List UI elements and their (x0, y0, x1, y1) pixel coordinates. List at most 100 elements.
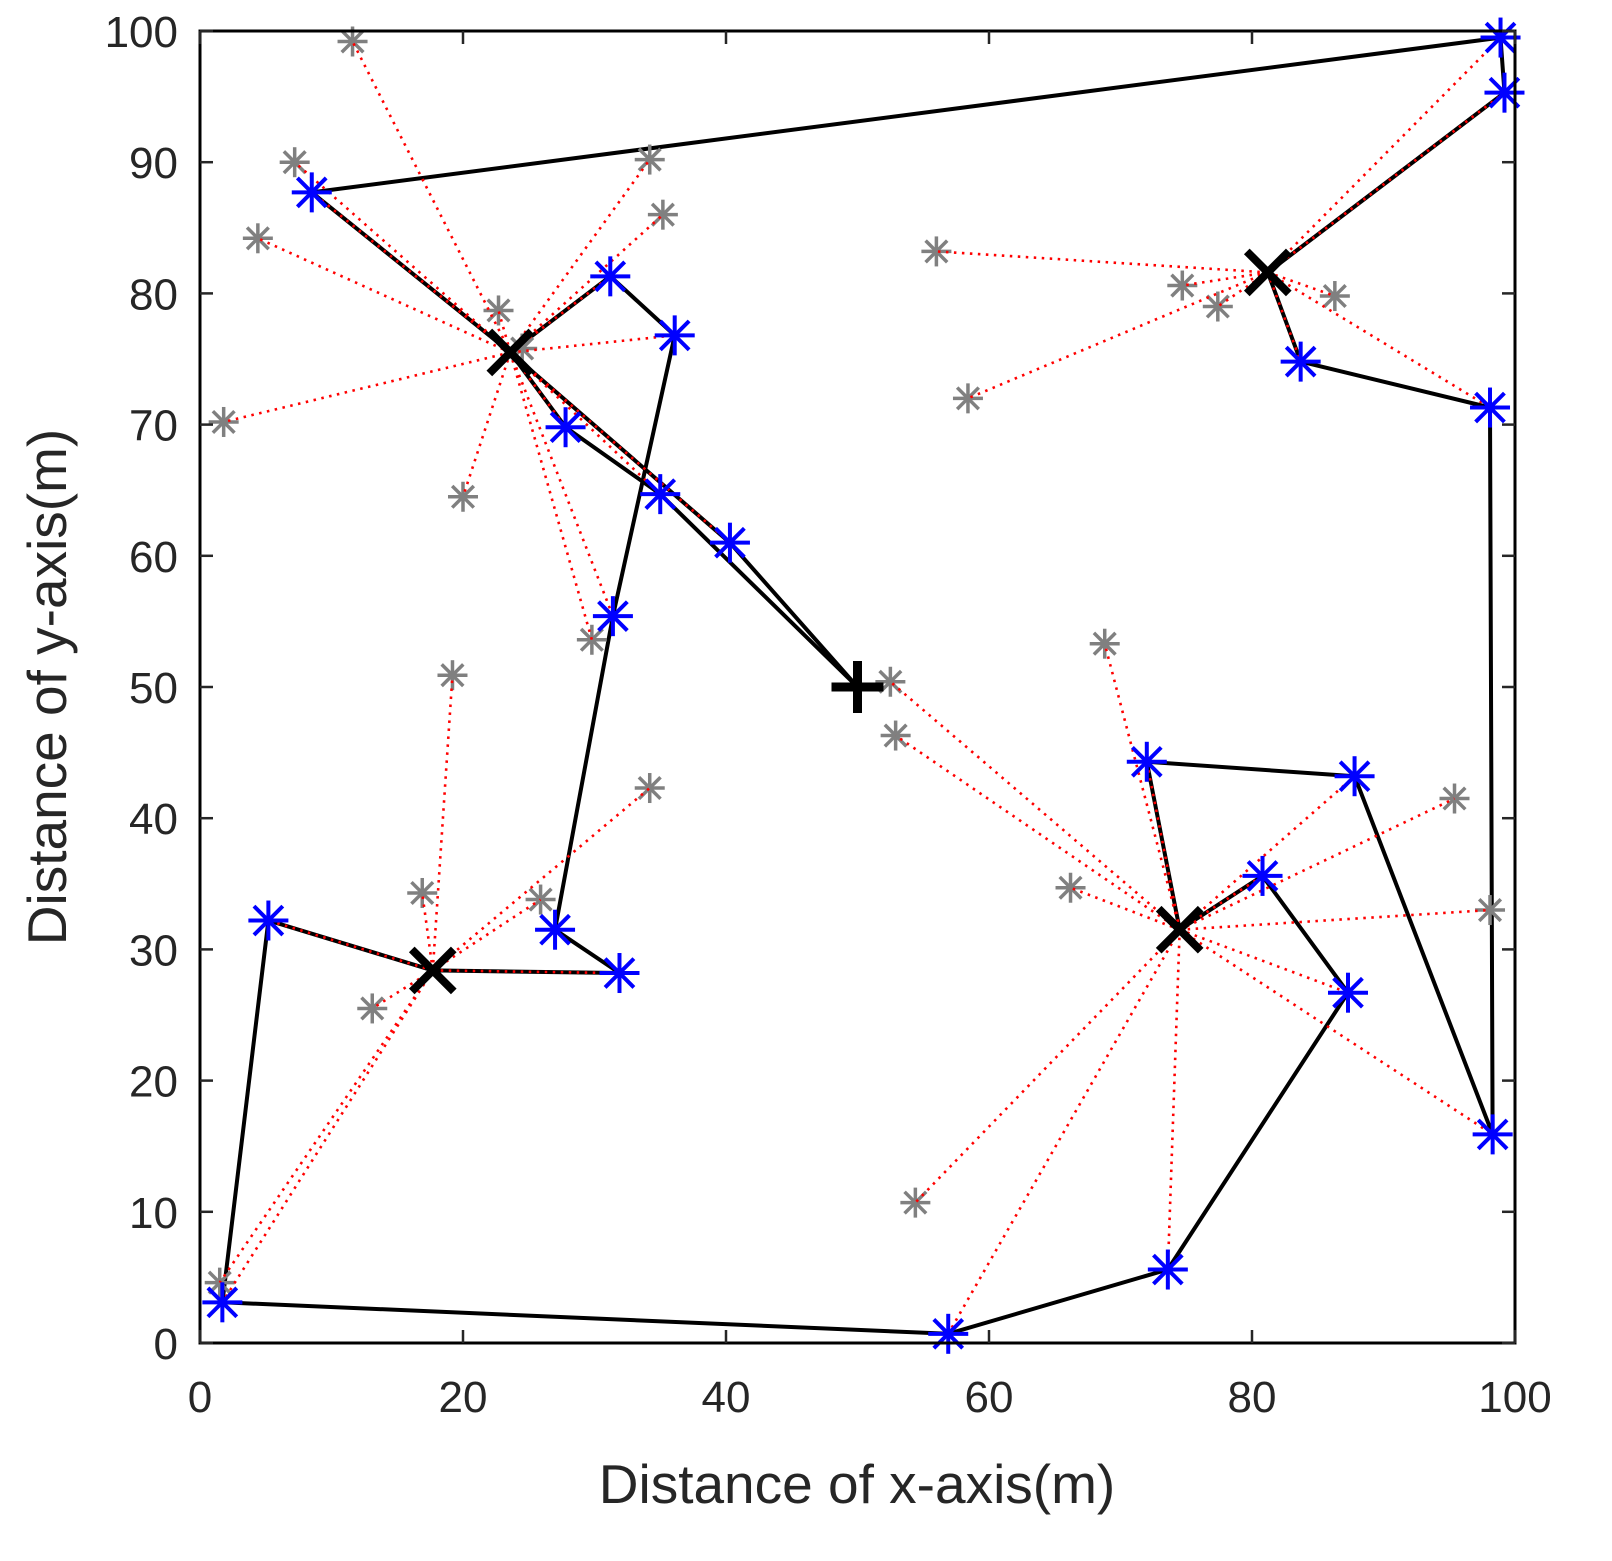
cluster-link-line (1267, 271, 1491, 409)
normal-node-marker (1319, 281, 1350, 312)
cluster-heads-layer (408, 248, 1292, 995)
cluster-link-line (1179, 797, 1456, 931)
normal-node-marker (952, 383, 983, 414)
normal-node-marker (337, 26, 368, 57)
cluster-link-line (1166, 929, 1181, 1270)
relay-node-marker-stroke (206, 1286, 239, 1319)
relay-node-marker (1242, 855, 1283, 896)
normal-node-marker (1475, 895, 1506, 926)
relay-node-marker-stroke (1284, 345, 1317, 378)
normal-node-marker (1167, 270, 1198, 301)
relay-node-marker-stroke (1332, 976, 1364, 1009)
relay-node-marker (545, 407, 586, 448)
cluster-link-line (431, 675, 454, 971)
relay-node-marker-stroke (1130, 745, 1163, 778)
relay-node-marker (654, 315, 695, 356)
relay-node-marker-stroke (1152, 1253, 1184, 1286)
relay-node-marker (1327, 972, 1368, 1013)
cluster-link-line (420, 892, 435, 971)
relay-node-marker (202, 1282, 243, 1323)
normal-node-marker-stroke (410, 880, 435, 906)
cluster-link-line (509, 275, 612, 354)
y-tick-label: 90 (129, 139, 178, 188)
cluster-head-stroke (1243, 248, 1292, 297)
normal-node-marker-stroke (579, 627, 604, 652)
cluster-head-stroke (486, 328, 535, 377)
normal-node-marker-stroke (211, 409, 236, 435)
cluster-head-marker (1155, 905, 1204, 954)
relay-node-marker-stroke (252, 904, 285, 937)
y-tick-label: 50 (129, 664, 178, 713)
y-tick-label: 100 (105, 8, 178, 57)
cluster-link-line (461, 352, 512, 498)
normal-node-marker-stroke (1322, 283, 1347, 309)
relay-node-marker (1334, 756, 1375, 797)
relay-node-marker-stroke (597, 600, 629, 632)
relay-node-marker (1147, 1249, 1188, 1290)
sink-marker (831, 661, 884, 713)
normal-node-marker-stroke (1170, 273, 1195, 298)
normal-node-marker (357, 993, 388, 1024)
relay-node-marker-stroke (644, 478, 677, 510)
normal-node-marker-stroke (650, 202, 675, 227)
x-tick-label: 80 (1228, 1373, 1277, 1422)
cluster-head-marker (408, 946, 457, 995)
relay-node-marker-stroke (658, 319, 691, 352)
cluster-link-line (947, 929, 1181, 1335)
relay-node-marker-stroke (1474, 391, 1506, 424)
normal-node-marker-stroke (1205, 294, 1230, 319)
normal-node-marker-stroke (955, 386, 980, 411)
cluster-head-stroke (408, 946, 457, 995)
cluster-link-line (509, 213, 664, 354)
cluster-head-marker (1243, 248, 1292, 297)
relay-node-marker-stroke (1484, 21, 1517, 54)
relay-node-marker-stroke (539, 913, 571, 946)
normal-node-marker-stroke (340, 29, 365, 54)
cluster-link-line (1103, 643, 1181, 931)
relay-node-marker-stroke (714, 526, 746, 559)
normal-node-marker-stroke (450, 484, 476, 509)
relay-node-marker (248, 900, 289, 941)
cluster-link-line (509, 352, 594, 641)
normal-node-marker-stroke (1477, 898, 1503, 923)
normal-node-marker-stroke (440, 663, 465, 688)
normal-node-marker (483, 295, 514, 326)
relay-node-marker (1484, 72, 1525, 113)
relay-node-marker (599, 953, 640, 994)
relay-node-marker (590, 256, 631, 297)
normal-node-marker-stroke (245, 226, 270, 251)
normal-node-marker-stroke (637, 147, 662, 172)
relay-node-marker (592, 596, 633, 637)
normal-node-marker (647, 199, 678, 230)
relay-node-marker (640, 474, 681, 515)
normal-node-marker (437, 660, 468, 691)
normal-node-marker-stroke (282, 150, 307, 175)
cluster-link-line (509, 351, 662, 496)
cluster-link-line (1070, 886, 1181, 931)
relay-node-marker-stroke (295, 176, 328, 209)
sink-layer (831, 661, 884, 713)
cluster-link-line (432, 898, 542, 972)
y-axis-title: Distance of y-axis(m) (16, 429, 78, 945)
x-tick-label: 20 (439, 1373, 488, 1422)
cluster-link-line (894, 734, 1181, 931)
cluster-link-line (221, 969, 434, 1304)
relay-node-marker-stroke (549, 411, 582, 444)
normal-node-marker-stroke (924, 239, 949, 264)
y-tick-label: 30 (129, 926, 178, 975)
normal-node-marker (208, 406, 239, 437)
axes-layer: 0 20 40 60 80 100 0 10 20 30 40 50 60 70 80 90 100 (105, 8, 1552, 1422)
normal-node-marker-stroke (360, 996, 385, 1021)
cluster-head-stroke (1155, 905, 1204, 954)
normal-node-marker-stroke (1092, 631, 1117, 656)
cluster-link-line (1179, 928, 1349, 994)
relay-node-marker-stroke (1246, 860, 1279, 892)
relay-node-marker (1280, 341, 1321, 382)
normal-node-marker (407, 877, 438, 908)
normal-node-marker (448, 481, 478, 512)
relay-node-marker (1470, 387, 1511, 428)
y-tick-label: 70 (129, 402, 178, 451)
normal-node-marker-stroke (486, 298, 511, 323)
